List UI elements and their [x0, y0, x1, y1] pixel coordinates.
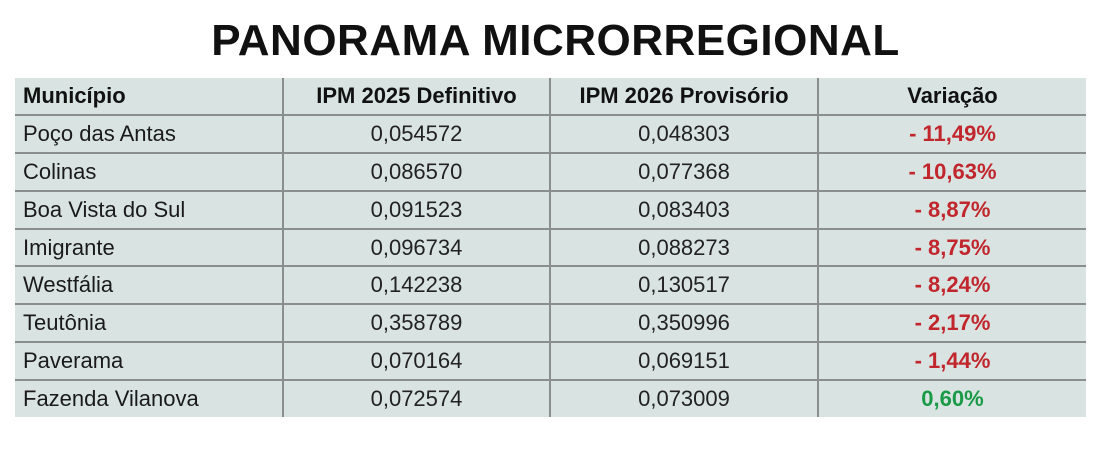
cell-municipio: Colinas	[15, 152, 284, 192]
cell-variacao: - 8,24%	[818, 266, 1086, 306]
column-header-ipm-2026: IPM 2026 Provisório	[550, 78, 819, 116]
cell-ipm-2025: 0,054572	[283, 114, 551, 154]
cell-ipm-2026: 0,048303	[550, 114, 819, 154]
column-header-municipio: Município	[15, 78, 284, 116]
table-header-row: Município IPM 2025 Definitivo IPM 2026 P…	[15, 78, 1086, 116]
table-row: Paverama 0,070164 0,069151- 1,44%	[15, 342, 1086, 382]
cell-municipio: Paverama	[15, 342, 284, 382]
data-table-container: Município IPM 2025 Definitivo IPM 2026 P…	[15, 78, 1086, 418]
cell-municipio: Westfália	[15, 266, 284, 306]
cell-ipm-2026: 0,130517	[550, 266, 819, 306]
cell-ipm-2026: 0,088273	[550, 228, 819, 268]
table-row: Teutônia 0,358789 0,350996- 2,17%	[15, 304, 1086, 344]
cell-variacao: - 11,49%	[818, 114, 1086, 154]
table-row: Westfália 0,142238 0,130517- 8,24%	[15, 266, 1086, 306]
column-header-ipm-2025: IPM 2025 Definitivo	[283, 78, 551, 116]
cell-ipm-2025: 0,086570	[283, 152, 551, 192]
cell-ipm-2026: 0,350996	[550, 304, 819, 344]
column-header-variacao: Variação	[818, 78, 1086, 116]
table-row: Poço das Antas 0,054572 0,048303- 11,49%	[15, 114, 1086, 154]
cell-ipm-2025: 0,091523	[283, 190, 551, 230]
cell-ipm-2025: 0,070164	[283, 342, 551, 382]
cell-municipio: Teutônia	[15, 304, 284, 344]
cell-ipm-2026: 0,073009	[550, 380, 819, 418]
cell-variacao: - 8,87%	[818, 190, 1086, 230]
cell-municipio: Boa Vista do Sul	[15, 190, 284, 230]
page-title: PANORAMA MICRORREGIONAL	[211, 16, 900, 65]
cell-variacao: - 1,44%	[818, 342, 1086, 382]
table-row: Fazenda Vilanova 0,072574 0,073009 0,60%	[15, 380, 1086, 418]
cell-municipio: Imigrante	[15, 228, 284, 268]
cell-ipm-2026: 0,077368	[550, 152, 819, 192]
cell-variacao: - 2,17%	[818, 304, 1086, 344]
cell-ipm-2025: 0,142238	[283, 266, 551, 306]
table-row: Colinas 0,086570 0,077368- 10,63%	[15, 152, 1086, 192]
data-table: Município IPM 2025 Definitivo IPM 2026 P…	[15, 78, 1086, 418]
cell-variacao: 0,60%	[921, 386, 984, 412]
cell-ipm-2025: 0,096734	[283, 228, 551, 268]
table-body: Poço das Antas 0,054572 0,048303- 11,49% Co…	[15, 114, 1086, 418]
table-row: Imigrante 0,096734 0,088273- 8,75%	[15, 228, 1086, 268]
cell-municipio: Fazenda Vilanova	[15, 380, 284, 418]
cell-variacao: - 8,75%	[818, 228, 1086, 268]
table-row: Boa Vista do Sul 0,091523 0,083403- 8,87%	[15, 190, 1086, 230]
cell-ipm-2026: 0,083403	[550, 190, 819, 230]
cell-variacao: - 10,63%	[818, 152, 1086, 192]
cell-ipm-2025: 0,072574	[283, 380, 551, 418]
cell-ipm-2026: 0,069151	[550, 342, 819, 382]
cell-ipm-2025: 0,358789	[283, 304, 551, 344]
cell-municipio: Poço das Antas	[15, 114, 284, 154]
